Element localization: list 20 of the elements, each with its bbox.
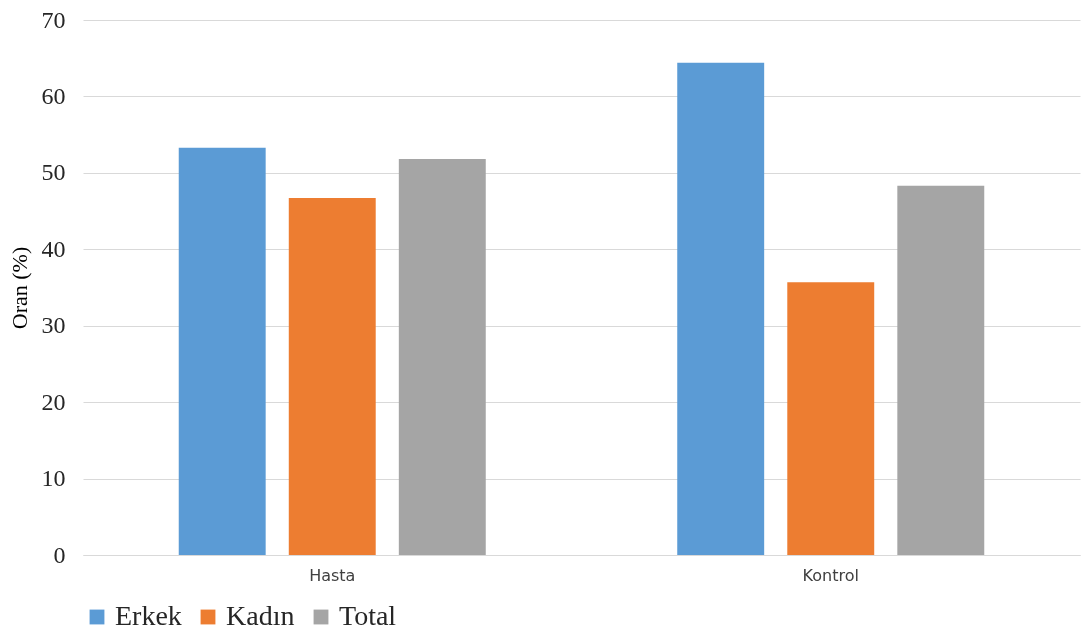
legend-label: Kadın xyxy=(226,600,295,631)
bar xyxy=(398,159,486,555)
y-tick-label: 20 xyxy=(41,388,66,415)
y-axis-title: Oran (%) xyxy=(6,246,32,330)
y-tick-label: 30 xyxy=(41,312,66,339)
y-tick-label: 60 xyxy=(41,82,66,109)
legend-label: Total xyxy=(339,600,397,631)
x-tick-label: Hasta xyxy=(309,565,356,585)
y-tick-label: 10 xyxy=(41,465,66,492)
bar xyxy=(787,282,875,555)
y-tick-label: 40 xyxy=(41,235,66,262)
x-tick-label: Kontrol xyxy=(802,565,859,585)
bar xyxy=(178,147,266,555)
legend-label: Erkek xyxy=(115,600,182,631)
y-tick-label: 50 xyxy=(41,159,66,186)
y-tick-label: 0 xyxy=(53,541,66,568)
y-tick-label: 70 xyxy=(41,6,66,33)
bar xyxy=(897,185,985,555)
bar xyxy=(677,62,765,555)
bar xyxy=(288,198,376,555)
